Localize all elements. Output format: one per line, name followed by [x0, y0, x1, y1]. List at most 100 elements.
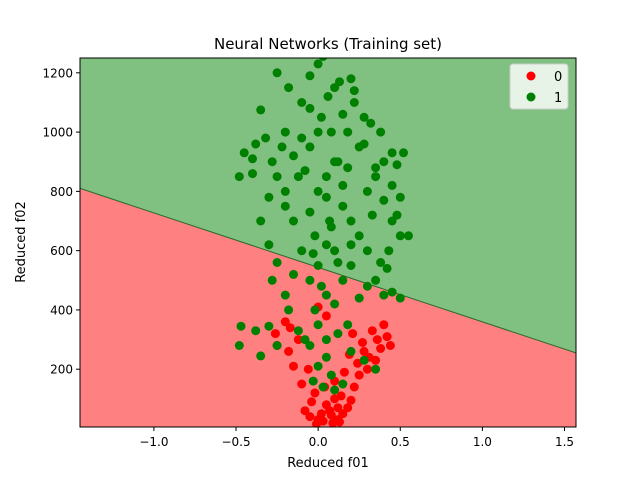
point-class-0	[307, 397, 317, 407]
point-class-1	[382, 263, 392, 273]
point-class-0	[280, 317, 290, 327]
point-class-1	[379, 290, 389, 300]
point-class-1	[256, 351, 266, 361]
point-class-0	[354, 370, 364, 380]
point-class-1	[313, 186, 323, 196]
point-class-0	[346, 395, 356, 405]
point-class-1	[371, 275, 381, 285]
point-class-1	[234, 172, 244, 182]
point-class-0	[312, 419, 321, 427]
x-tick-label: 0.5	[391, 435, 410, 449]
point-class-1	[392, 210, 402, 220]
data-points	[234, 58, 413, 427]
point-class-1	[256, 105, 266, 115]
point-class-1	[346, 240, 356, 250]
point-class-1	[313, 320, 323, 330]
x-tick-label: 1.0	[473, 435, 492, 449]
point-class-1	[272, 258, 282, 267]
point-class-1	[313, 361, 323, 371]
point-class-0	[338, 409, 348, 419]
point-class-1	[346, 216, 356, 226]
point-class-0	[289, 361, 298, 371]
point-class-1	[395, 293, 405, 303]
x-axis: −1.0 −0.5 0.0 0.5 1.0 1.5	[139, 427, 574, 449]
point-class-0	[343, 403, 353, 413]
legend-marker-0	[526, 71, 536, 81]
point-class-1	[280, 127, 290, 137]
y-axis: 200 400 600 800 1000 1200	[42, 66, 80, 377]
x-axis-label: Reduced f01	[287, 456, 369, 471]
point-class-1	[251, 139, 261, 149]
point-class-0	[335, 417, 344, 427]
point-class-0	[270, 329, 280, 339]
point-class-1	[280, 201, 290, 211]
point-class-1	[326, 127, 336, 137]
point-class-1	[326, 370, 336, 380]
point-class-1	[330, 83, 340, 93]
point-class-1	[310, 305, 320, 315]
x-tick-label: −1.0	[139, 435, 168, 449]
point-class-1	[399, 148, 408, 158]
point-class-1	[280, 290, 290, 300]
point-class-1	[300, 335, 310, 345]
point-class-1	[321, 352, 331, 362]
point-class-1	[239, 148, 249, 158]
point-class-1	[308, 376, 318, 386]
point-class-1	[256, 216, 266, 226]
point-class-1	[321, 240, 331, 250]
point-class-1	[293, 172, 303, 182]
point-class-1	[305, 207, 315, 217]
point-class-1	[272, 341, 282, 350]
legend-label-1: 1	[554, 91, 562, 106]
point-class-1	[333, 258, 343, 267]
point-class-1	[333, 329, 343, 339]
point-class-1	[264, 192, 274, 202]
point-class-1	[404, 231, 413, 241]
point-class-1	[359, 355, 369, 365]
point-class-1	[338, 201, 348, 211]
point-class-1	[267, 275, 277, 285]
point-class-0	[382, 332, 392, 342]
point-class-0	[316, 409, 326, 419]
point-class-1	[234, 341, 244, 350]
point-class-1	[395, 192, 405, 202]
point-class-1	[316, 281, 326, 291]
point-class-0	[385, 341, 395, 350]
point-class-1	[395, 231, 405, 241]
y-tick-label: 600	[50, 244, 73, 258]
point-class-1	[387, 287, 397, 297]
point-class-1	[272, 172, 282, 182]
point-class-1	[305, 71, 315, 81]
point-class-0	[348, 329, 358, 339]
y-tick-label: 800	[50, 185, 73, 199]
point-class-1	[264, 240, 274, 250]
x-tick-label: 0.0	[309, 435, 328, 449]
point-class-1	[338, 109, 348, 119]
point-class-0	[333, 403, 343, 413]
point-class-1	[297, 133, 307, 143]
point-class-1	[323, 92, 333, 101]
point-class-1	[354, 293, 364, 303]
legend-marker-1	[526, 92, 536, 102]
point-class-0	[293, 335, 303, 345]
point-class-0	[305, 412, 315, 422]
point-class-1	[366, 118, 376, 128]
point-class-1	[379, 157, 389, 167]
point-class-1	[248, 169, 257, 179]
point-class-1	[371, 364, 381, 374]
point-class-1	[362, 246, 372, 256]
point-class-1	[321, 192, 331, 202]
point-class-0	[339, 367, 349, 377]
point-class-1	[248, 154, 257, 164]
point-class-1	[387, 216, 397, 226]
point-class-0	[285, 323, 295, 333]
point-class-1	[313, 261, 323, 270]
point-class-1	[387, 148, 397, 158]
legend: 0 1	[509, 63, 569, 110]
point-class-1	[310, 231, 320, 241]
point-class-1	[236, 321, 246, 331]
point-class-1	[272, 68, 282, 78]
point-class-0	[349, 382, 359, 392]
point-class-1	[297, 98, 307, 107]
point-class-0	[297, 379, 307, 389]
